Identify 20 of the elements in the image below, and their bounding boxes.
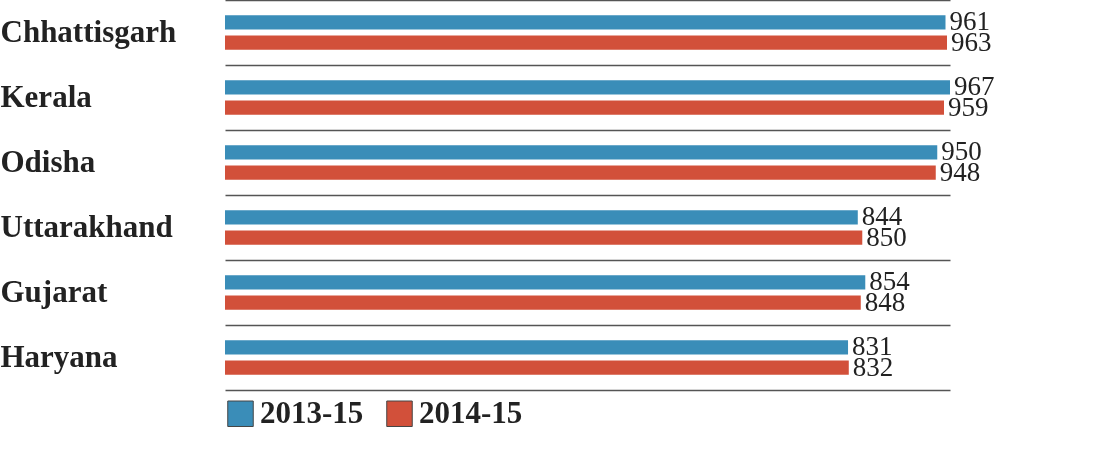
- y-tick-label: Odisha: [0, 144, 96, 179]
- bar: [225, 340, 849, 355]
- legend-label: 2014-15: [419, 394, 523, 430]
- bar: [225, 35, 947, 50]
- y-tick-label: Uttarakhand: [0, 209, 173, 244]
- y-tick-label: Haryana: [0, 339, 119, 374]
- bar: [225, 210, 858, 225]
- legend-label: 2013-15: [260, 394, 364, 430]
- bar: [225, 145, 938, 160]
- y-tick-label: Gujarat: [0, 274, 108, 309]
- bar: [225, 15, 946, 30]
- y-tick-label: Kerala: [0, 79, 93, 114]
- bar: [225, 230, 863, 245]
- bar: [225, 295, 861, 310]
- bar: [225, 275, 866, 290]
- bar: [225, 165, 936, 180]
- bar: [225, 360, 849, 375]
- bar: [225, 100, 944, 115]
- y-tick-label: Chhattisgarh: [0, 14, 177, 49]
- bar: [225, 80, 950, 95]
